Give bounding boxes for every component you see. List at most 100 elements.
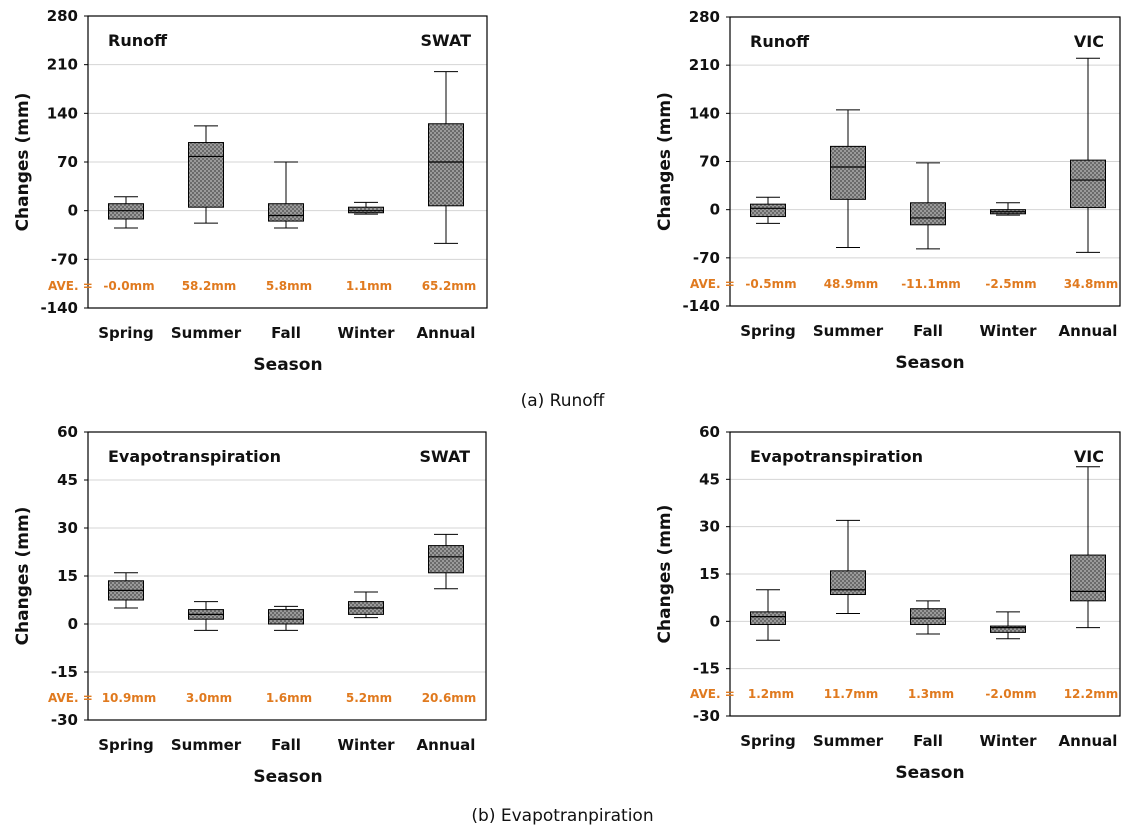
box-iqr [348,206,384,214]
x-tick-label: Fall [913,322,943,340]
box-winter: 1.1mm Winter [337,201,395,342]
box-summer: 58.2mm Summer [171,125,242,342]
box-summer: 11.7mm Summer [813,519,884,750]
x-tick-label: Summer [171,736,242,754]
x-tick-label: Annual [417,736,476,754]
x-tick-label: Spring [98,736,154,754]
y-axis-label: Changes (mm) [13,507,33,646]
box-fall: 1.3mm Fall [908,600,954,750]
y-axis-label: Changes (mm) [655,92,675,231]
ave-value: 58.2mm [182,279,237,293]
box-iqr [910,608,946,625]
x-axis-label: Season [895,763,964,783]
y-tick-label: -140 [682,297,720,315]
ave-label: AVE. = [48,279,93,293]
ave-value: -11.1mm [901,277,961,291]
ave-value: -0.0mm [103,279,154,293]
box-spring: 1.2mm Spring [740,589,796,750]
box-iqr [750,203,786,218]
box-winter: -2.0mm Winter [979,611,1037,750]
ave-value: 10.9mm [102,691,157,705]
y-tick-label: 60 [57,423,78,441]
y-tick-label: 30 [57,519,78,537]
ave-value: -0.5mm [745,277,796,291]
box-spring: -0.5mm Spring [740,196,797,340]
box-spring: 10.9mm Spring [98,572,157,754]
box-summer: 48.9mm Summer [813,109,884,340]
box-iqr [268,609,304,625]
panel-title: Runoff [108,31,168,50]
chart-runoff-vic: -140 -70 0 70 140 210 280 Changes (mm) Runoff VIC… [655,8,1121,373]
y-tick-label: 60 [699,423,720,441]
y-tick-label: -70 [51,250,78,268]
y-tick-label: 45 [699,470,720,488]
box-annual: 12.2mm Annual [1059,466,1119,750]
caption-evapotranspiration: (b) Evapotranpiration [471,806,654,826]
y-tick-label: -15 [51,663,78,681]
y-tick-label: 15 [699,565,720,583]
y-tick-label: -30 [693,707,720,725]
y-tick-label: 280 [47,7,78,25]
x-tick-label: Fall [271,736,301,754]
x-tick-label: Winter [337,324,395,342]
x-tick-label: Summer [171,324,242,342]
y-tick-label: 0 [68,202,78,220]
box-fall: 5.8mm Fall [266,161,312,342]
box-iqr [188,142,224,208]
ave-label: AVE. = [690,687,735,701]
y-tick-label: -70 [693,249,720,267]
panel-title: Evapotranspiration [108,447,281,466]
ave-label: AVE. = [48,691,93,705]
ave-value: 3.0mm [186,691,232,705]
box-iqr [750,611,786,625]
ave-value: 1.1mm [346,279,392,293]
ave-value: 65.2mm [422,279,477,293]
y-tick-label: 210 [689,56,720,74]
ave-value: 5.8mm [266,279,312,293]
y-tick-label: -140 [40,299,78,317]
box-fall: -11.1mm Fall [901,162,961,340]
box-annual: 65.2mm Annual [417,71,477,342]
panel-title: Evapotranspiration [750,447,923,466]
y-tick-label: 0 [68,615,78,633]
x-tick-label: Fall [913,732,943,750]
x-tick-label: Annual [1059,322,1118,340]
x-tick-label: Spring [740,322,796,340]
model-label: VIC [1074,447,1104,466]
ave-value: 1.2mm [748,687,794,701]
ave-value: -2.5mm [985,277,1036,291]
y-tick-label: 280 [689,8,720,26]
y-tick-label: 45 [57,471,78,489]
ave-value: 1.3mm [908,687,954,701]
ave-value: 48.9mm [824,277,879,291]
y-tick-label: 140 [689,104,720,122]
y-axis-label: Changes (mm) [13,93,33,232]
y-tick-label: 0 [710,612,720,630]
x-tick-label: Spring [98,324,154,342]
chart-et-vic: -30 -15 0 15 30 45 60 Changes (mm) Evapotranspir… [655,423,1121,783]
x-tick-label: Spring [740,732,796,750]
box-fall: 1.6mm Fall [266,605,312,754]
panel-title: Runoff [750,32,810,51]
box-annual: 34.8mm Annual [1059,57,1119,340]
box-iqr [428,545,464,574]
caption-runoff: (a) Runoff [520,391,605,411]
ave-value: 12.2mm [1064,687,1119,701]
chart-runoff-swat: -140 -70 0 70 140 210 280 Changes (mm) Runoff SWA… [13,7,488,375]
box-iqr [108,203,144,220]
x-tick-label: Fall [271,324,301,342]
box-winter: 5.2mm Winter [337,591,395,754]
ave-value: 11.7mm [824,687,879,701]
ave-value: 34.8mm [1064,277,1119,291]
y-tick-label: -30 [51,711,78,729]
ave-value: 20.6mm [422,691,477,705]
ave-value: 1.6mm [266,691,312,705]
y-tick-label: 210 [47,56,78,74]
box-iqr [910,202,946,226]
x-tick-label: Winter [979,732,1037,750]
y-tick-label: 70 [699,153,720,171]
model-label: SWAT [419,447,470,466]
model-label: SWAT [420,31,471,50]
y-tick-label: -15 [693,660,720,678]
